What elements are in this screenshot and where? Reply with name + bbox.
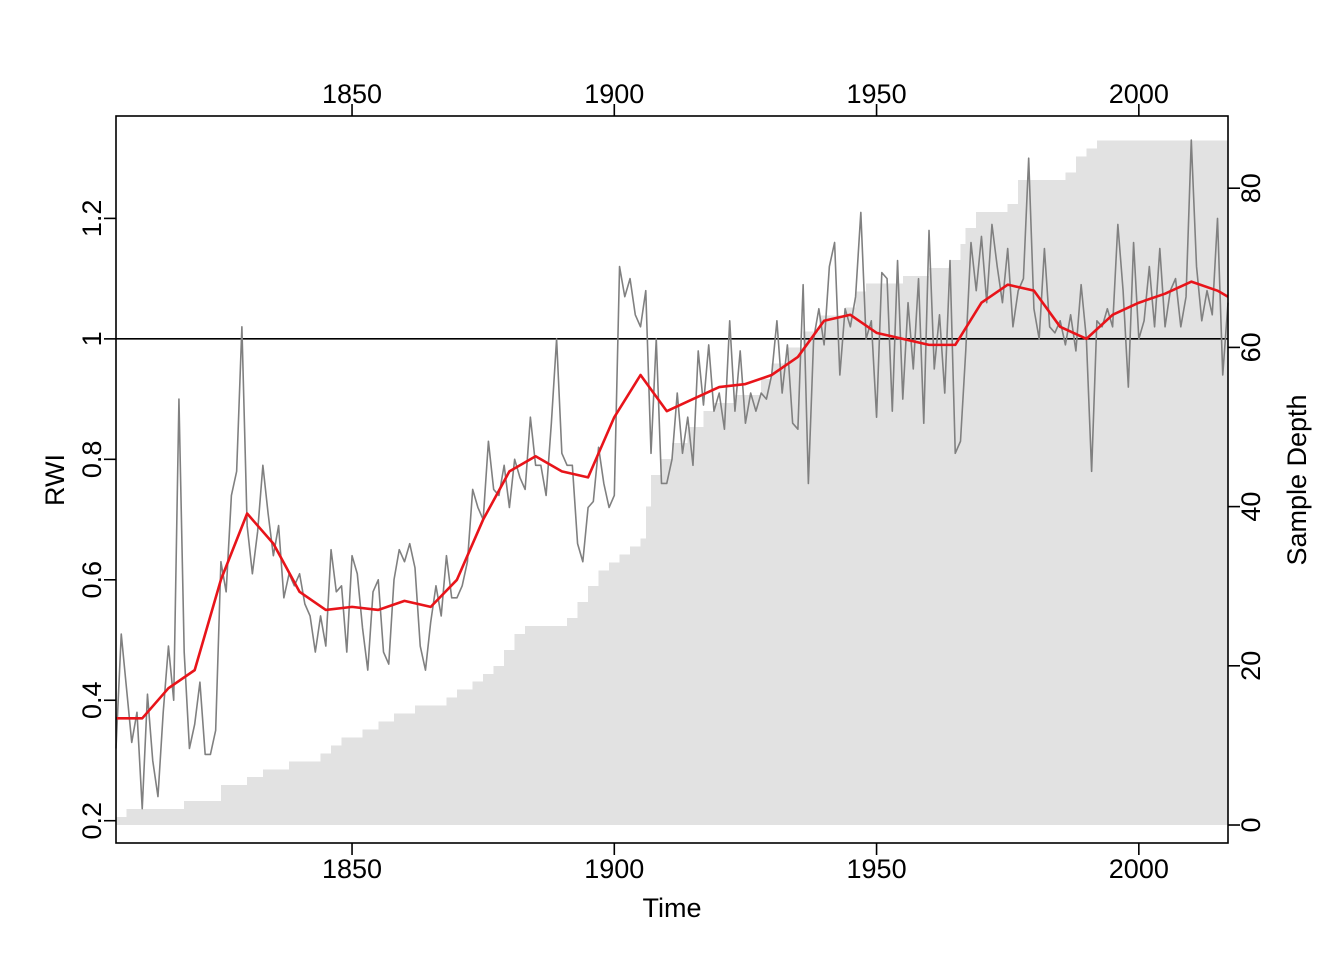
y2-tick-label: 80 (1236, 173, 1266, 203)
depth-step (331, 745, 343, 826)
rwi-line (115, 139, 1229, 810)
y-axis-title: RWI (40, 454, 70, 506)
depth-step (378, 721, 395, 826)
depth-step (845, 307, 857, 826)
depth-step (687, 427, 705, 826)
depth-step (619, 554, 631, 826)
depth-step (184, 801, 222, 826)
depth-step (577, 602, 589, 826)
depth-step (262, 769, 290, 826)
y-tick-label: 0.2 (77, 802, 107, 840)
depth-step (950, 259, 962, 826)
depth-step (247, 777, 264, 826)
depth-step (567, 618, 579, 826)
depth-step (320, 753, 332, 826)
depth-step (713, 403, 736, 826)
x-tick-label: 2000 (1109, 854, 1169, 884)
y-tick-label: 1.2 (77, 200, 107, 238)
depth-step (976, 212, 1009, 826)
depth-step (703, 411, 715, 826)
depth-step (787, 347, 804, 826)
depth-step (504, 649, 516, 826)
depth-step (734, 395, 762, 826)
x-top-tick-label: 1950 (847, 79, 907, 109)
depth-step (483, 673, 495, 826)
depth-step (289, 761, 322, 826)
depth-step (609, 562, 621, 826)
depth-step (661, 458, 673, 826)
depth-step (645, 506, 652, 826)
x-axis-title: Time (643, 893, 702, 923)
depth-step (362, 729, 379, 826)
x-top-tick-label: 1850 (322, 79, 382, 109)
y-tick-label: 1 (77, 331, 107, 346)
y-tick-label: 0.8 (77, 441, 107, 479)
smooth-line (116, 280, 1229, 720)
depth-step (493, 665, 505, 826)
depth-step (929, 267, 951, 826)
x-top-tick-label: 2000 (1109, 79, 1169, 109)
depth-step (640, 538, 647, 826)
depth-step (456, 689, 474, 826)
depth-step (220, 785, 248, 826)
depth-step (672, 442, 689, 826)
depth-step (651, 474, 663, 826)
depth-step (866, 283, 904, 826)
x-tick-label: 1850 (322, 854, 382, 884)
x-tick-label: 1900 (584, 854, 644, 884)
depth-step (761, 379, 773, 826)
depth-step (1007, 204, 1019, 826)
depth-step (960, 243, 967, 826)
x-top-tick-label: 1900 (584, 79, 644, 109)
depth-step (341, 737, 364, 826)
depth-step (472, 681, 484, 826)
depth-step (818, 315, 846, 826)
depth-step (394, 713, 416, 826)
depth-step (1086, 148, 1098, 826)
depth-step (630, 546, 642, 826)
depth-step (514, 633, 526, 826)
depth-step (116, 817, 128, 826)
y2-tick-label: 20 (1236, 651, 1266, 681)
depth-step (446, 697, 458, 826)
depth-step (126, 809, 185, 826)
depth-step (588, 586, 600, 826)
depth-step (1096, 140, 1229, 826)
depth-step (598, 570, 610, 826)
y2-axis-title: Sample Depth (1282, 394, 1312, 565)
x-tick-label: 1950 (847, 854, 907, 884)
depth-step (1065, 172, 1077, 826)
y2-tick-label: 60 (1236, 332, 1266, 362)
y2-tick-label: 40 (1236, 492, 1266, 522)
plot-frame (115, 115, 1229, 844)
depth-step (414, 705, 448, 826)
depth-step (771, 363, 788, 826)
y-tick-label: 0.4 (77, 681, 107, 719)
depth-step (855, 291, 867, 826)
y-tick-label: 0.6 (77, 561, 107, 599)
y2-tick-label: 0 (1236, 817, 1266, 832)
depth-step (525, 626, 568, 826)
depth-step (965, 227, 977, 826)
depth-step (1075, 156, 1087, 826)
